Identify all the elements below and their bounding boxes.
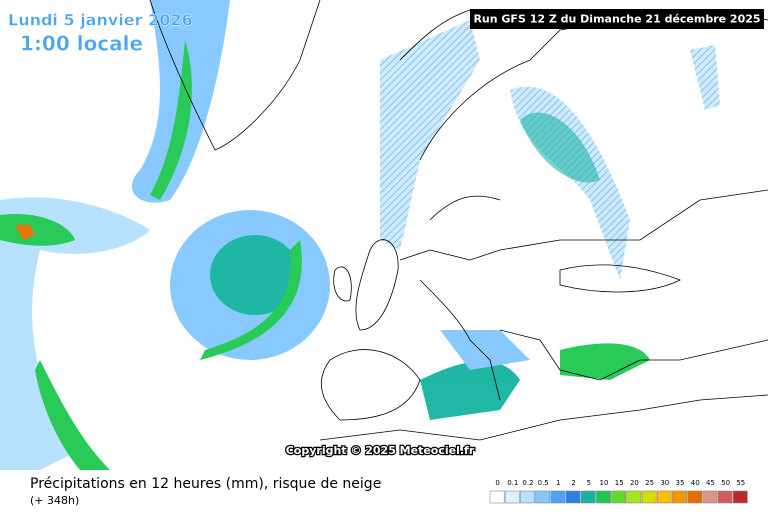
legend-label: 10 <box>600 479 609 487</box>
legend-label: 5 <box>587 479 591 487</box>
legend-label: 35 <box>676 479 685 487</box>
legend-swatch <box>580 490 596 504</box>
legend-swatch <box>626 490 642 504</box>
legend-swatch <box>520 490 535 504</box>
lead-time: (+ 348h) <box>30 494 79 507</box>
legend-swatch <box>702 490 718 504</box>
legend-label: 2 <box>571 479 575 487</box>
legend-swatch <box>687 490 703 504</box>
legend-swatch <box>550 490 566 504</box>
legend-swatch <box>535 490 551 504</box>
legend-label: 55 <box>736 479 745 487</box>
copyright: Copyright © 2025 Meteociel.fr <box>286 444 475 457</box>
legend-swatch <box>672 490 687 504</box>
legend-swatch <box>565 490 581 504</box>
legend-swatch <box>732 490 748 504</box>
run-label: Run GFS 12 Z du Dimanche 21 décembre 202… <box>473 13 760 26</box>
legend-label: 0 <box>495 479 499 487</box>
legend-swatch <box>504 490 520 504</box>
footer-title: Précipitations en 12 heures (mm), risque… <box>30 476 381 492</box>
coastlines <box>149 0 768 441</box>
legend-swatch <box>489 490 505 504</box>
legend-label: 20 <box>630 479 639 487</box>
legend-label: 25 <box>645 479 654 487</box>
legend-label: 0.1 <box>507 479 518 487</box>
legend-swatch <box>611 490 627 504</box>
legend-swatch <box>717 490 733 504</box>
run-box <box>470 9 764 29</box>
legend-label: 45 <box>706 479 715 487</box>
legend-label: 0.2 <box>522 479 533 487</box>
legend-label: 40 <box>691 479 700 487</box>
date-label: Lundi 5 janvier 2026 <box>8 11 193 30</box>
legend-swatch <box>641 490 657 504</box>
legend-label: 50 <box>721 479 730 487</box>
legend-label: 0.5 <box>538 479 549 487</box>
legend-label: 30 <box>660 479 669 487</box>
legend-label: 15 <box>615 479 624 487</box>
legend-label: 1 <box>556 479 560 487</box>
precip <box>0 0 720 470</box>
legend-swatch <box>656 490 672 504</box>
time-label: 1:00 locale <box>20 32 143 56</box>
legend: 0 0.1 0.2 0.5 1 2 5 10 15 20 25 30 35 40 45 50 55 <box>489 479 748 504</box>
legend-swatch <box>596 490 611 504</box>
